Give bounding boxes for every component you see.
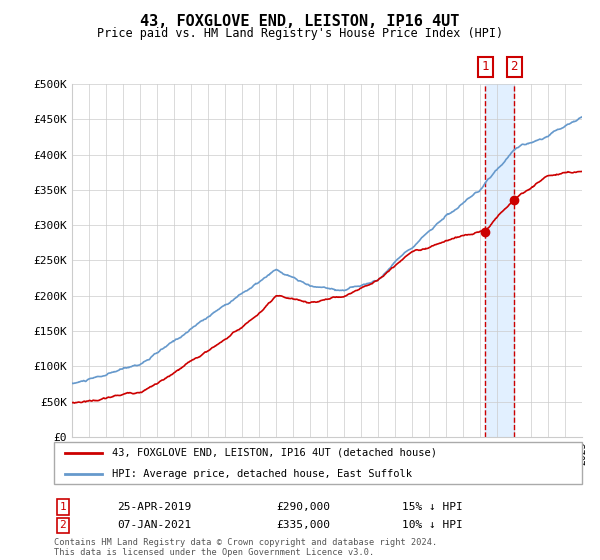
Text: Price paid vs. HM Land Registry's House Price Index (HPI): Price paid vs. HM Land Registry's House … <box>97 27 503 40</box>
Bar <box>485 84 514 437</box>
Text: 43, FOXGLOVE END, LEISTON, IP16 4UT (detached house): 43, FOXGLOVE END, LEISTON, IP16 4UT (det… <box>112 448 437 458</box>
Text: 43, FOXGLOVE END, LEISTON, IP16 4UT: 43, FOXGLOVE END, LEISTON, IP16 4UT <box>140 14 460 29</box>
Text: 10% ↓ HPI: 10% ↓ HPI <box>402 520 463 530</box>
Text: 1: 1 <box>59 502 67 512</box>
Text: 25-APR-2019: 25-APR-2019 <box>117 502 191 512</box>
Text: 07-JAN-2021: 07-JAN-2021 <box>117 520 191 530</box>
Text: 2: 2 <box>511 60 518 73</box>
Text: 1: 1 <box>482 60 489 73</box>
Text: 2: 2 <box>59 520 67 530</box>
Text: £290,000: £290,000 <box>276 502 330 512</box>
Text: £335,000: £335,000 <box>276 520 330 530</box>
Text: HPI: Average price, detached house, East Suffolk: HPI: Average price, detached house, East… <box>112 469 412 479</box>
Text: Contains HM Land Registry data © Crown copyright and database right 2024.
This d: Contains HM Land Registry data © Crown c… <box>54 538 437 557</box>
Text: 15% ↓ HPI: 15% ↓ HPI <box>402 502 463 512</box>
